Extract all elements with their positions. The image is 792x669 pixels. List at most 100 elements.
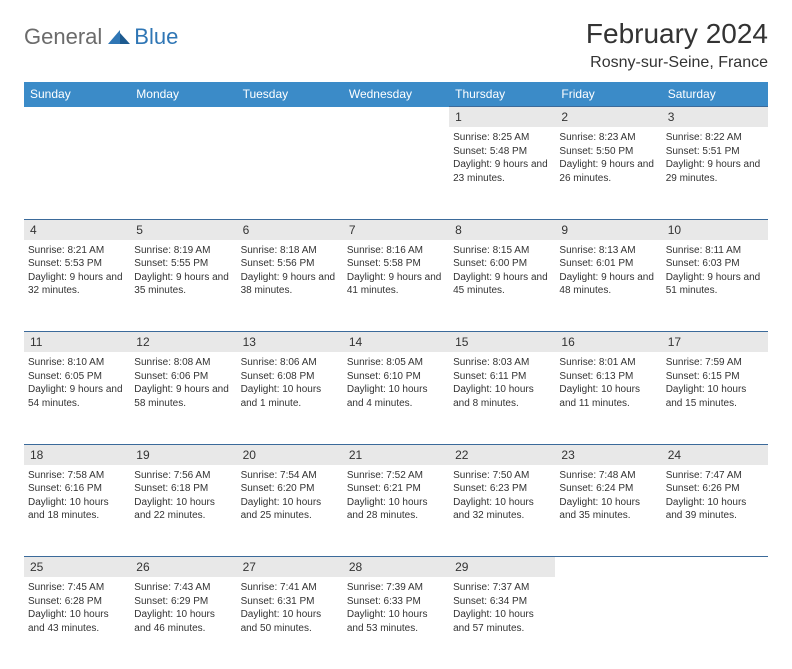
calendar-day-cell: Sunrise: 7:54 AMSunset: 6:20 PMDaylight:… bbox=[237, 465, 343, 557]
sunrise-line: Sunrise: 7:43 AM bbox=[134, 581, 232, 595]
daylight-line: Daylight: 10 hours and 32 minutes. bbox=[453, 496, 551, 523]
daylight-line: Daylight: 10 hours and 43 minutes. bbox=[28, 608, 126, 635]
logo-text-general: General bbox=[24, 24, 102, 50]
sunrise-line: Sunrise: 7:59 AM bbox=[666, 356, 764, 370]
daylight-line: Daylight: 9 hours and 29 minutes. bbox=[666, 158, 764, 185]
day-detail-text: Sunrise: 7:39 AMSunset: 6:33 PMDaylight:… bbox=[347, 581, 445, 635]
day-number-cell: 11 bbox=[24, 332, 130, 353]
day-detail-text: Sunrise: 8:01 AMSunset: 6:13 PMDaylight:… bbox=[559, 356, 657, 410]
day-name-header: Tuesday bbox=[237, 82, 343, 107]
sunrise-line: Sunrise: 7:45 AM bbox=[28, 581, 126, 595]
daylight-line: Daylight: 9 hours and 38 minutes. bbox=[241, 271, 339, 298]
day-number-cell bbox=[555, 557, 661, 578]
day-number-cell: 4 bbox=[24, 219, 130, 240]
sunrise-line: Sunrise: 7:54 AM bbox=[241, 469, 339, 483]
day-name-header: Wednesday bbox=[343, 82, 449, 107]
sunrise-line: Sunrise: 7:48 AM bbox=[559, 469, 657, 483]
day-number-cell: 20 bbox=[237, 444, 343, 465]
daylight-line: Daylight: 10 hours and 39 minutes. bbox=[666, 496, 764, 523]
day-detail-text: Sunrise: 8:25 AMSunset: 5:48 PMDaylight:… bbox=[453, 131, 551, 185]
calendar-day-cell bbox=[130, 127, 236, 219]
calendar-day-cell: Sunrise: 8:05 AMSunset: 6:10 PMDaylight:… bbox=[343, 352, 449, 444]
day-detail-text: Sunrise: 8:10 AMSunset: 6:05 PMDaylight:… bbox=[28, 356, 126, 410]
calendar-day-cell: Sunrise: 8:21 AMSunset: 5:53 PMDaylight:… bbox=[24, 240, 130, 332]
day-number-row: 18192021222324 bbox=[24, 444, 768, 465]
day-number-cell: 13 bbox=[237, 332, 343, 353]
sunrise-line: Sunrise: 8:15 AM bbox=[453, 244, 551, 258]
daylight-line: Daylight: 9 hours and 32 minutes. bbox=[28, 271, 126, 298]
logo-text-blue: Blue bbox=[134, 24, 178, 50]
day-detail-text: Sunrise: 8:16 AMSunset: 5:58 PMDaylight:… bbox=[347, 244, 445, 298]
calendar-week-row: Sunrise: 7:45 AMSunset: 6:28 PMDaylight:… bbox=[24, 577, 768, 669]
calendar-day-cell: Sunrise: 7:37 AMSunset: 6:34 PMDaylight:… bbox=[449, 577, 555, 669]
day-name-header: Friday bbox=[555, 82, 661, 107]
daylight-line: Daylight: 10 hours and 11 minutes. bbox=[559, 383, 657, 410]
day-detail-text: Sunrise: 7:59 AMSunset: 6:15 PMDaylight:… bbox=[666, 356, 764, 410]
day-detail-text: Sunrise: 7:41 AMSunset: 6:31 PMDaylight:… bbox=[241, 581, 339, 635]
sunrise-line: Sunrise: 8:01 AM bbox=[559, 356, 657, 370]
calendar-day-cell: Sunrise: 7:43 AMSunset: 6:29 PMDaylight:… bbox=[130, 577, 236, 669]
day-name-header: Saturday bbox=[662, 82, 768, 107]
day-number-cell: 25 bbox=[24, 557, 130, 578]
sunset-line: Sunset: 6:08 PM bbox=[241, 370, 339, 384]
day-number-cell: 27 bbox=[237, 557, 343, 578]
day-number-cell bbox=[237, 107, 343, 128]
day-detail-text: Sunrise: 8:22 AMSunset: 5:51 PMDaylight:… bbox=[666, 131, 764, 185]
calendar-day-cell: Sunrise: 7:48 AMSunset: 6:24 PMDaylight:… bbox=[555, 465, 661, 557]
calendar-day-cell bbox=[555, 577, 661, 669]
day-detail-text: Sunrise: 7:52 AMSunset: 6:21 PMDaylight:… bbox=[347, 469, 445, 523]
sunset-line: Sunset: 6:00 PM bbox=[453, 257, 551, 271]
daylight-line: Daylight: 10 hours and 28 minutes. bbox=[347, 496, 445, 523]
calendar-week-row: Sunrise: 8:25 AMSunset: 5:48 PMDaylight:… bbox=[24, 127, 768, 219]
daylight-line: Daylight: 9 hours and 23 minutes. bbox=[453, 158, 551, 185]
calendar-day-cell: Sunrise: 8:18 AMSunset: 5:56 PMDaylight:… bbox=[237, 240, 343, 332]
calendar-day-cell: Sunrise: 8:06 AMSunset: 6:08 PMDaylight:… bbox=[237, 352, 343, 444]
page-header: General Blue February 2024 Rosny-sur-Sei… bbox=[24, 18, 768, 72]
day-detail-text: Sunrise: 8:08 AMSunset: 6:06 PMDaylight:… bbox=[134, 356, 232, 410]
day-number-cell: 3 bbox=[662, 107, 768, 128]
calendar-day-cell: Sunrise: 8:23 AMSunset: 5:50 PMDaylight:… bbox=[555, 127, 661, 219]
day-detail-text: Sunrise: 8:15 AMSunset: 6:00 PMDaylight:… bbox=[453, 244, 551, 298]
daylight-line: Daylight: 10 hours and 53 minutes. bbox=[347, 608, 445, 635]
sunset-line: Sunset: 5:50 PM bbox=[559, 145, 657, 159]
day-number-cell: 16 bbox=[555, 332, 661, 353]
sunrise-line: Sunrise: 8:05 AM bbox=[347, 356, 445, 370]
sunrise-line: Sunrise: 8:18 AM bbox=[241, 244, 339, 258]
day-number-cell: 17 bbox=[662, 332, 768, 353]
calendar-day-cell bbox=[24, 127, 130, 219]
sunrise-line: Sunrise: 8:22 AM bbox=[666, 131, 764, 145]
day-number-cell: 24 bbox=[662, 444, 768, 465]
sunrise-line: Sunrise: 7:47 AM bbox=[666, 469, 764, 483]
calendar-day-cell: Sunrise: 7:52 AMSunset: 6:21 PMDaylight:… bbox=[343, 465, 449, 557]
sunset-line: Sunset: 6:34 PM bbox=[453, 595, 551, 609]
calendar-day-cell: Sunrise: 8:01 AMSunset: 6:13 PMDaylight:… bbox=[555, 352, 661, 444]
sunset-line: Sunset: 5:48 PM bbox=[453, 145, 551, 159]
sunset-line: Sunset: 6:20 PM bbox=[241, 482, 339, 496]
sunset-line: Sunset: 6:06 PM bbox=[134, 370, 232, 384]
day-detail-text: Sunrise: 7:54 AMSunset: 6:20 PMDaylight:… bbox=[241, 469, 339, 523]
calendar-header-row: SundayMondayTuesdayWednesdayThursdayFrid… bbox=[24, 82, 768, 107]
daylight-line: Daylight: 9 hours and 51 minutes. bbox=[666, 271, 764, 298]
day-number-cell: 19 bbox=[130, 444, 236, 465]
day-number-cell: 2 bbox=[555, 107, 661, 128]
sunset-line: Sunset: 6:18 PM bbox=[134, 482, 232, 496]
day-detail-text: Sunrise: 8:21 AMSunset: 5:53 PMDaylight:… bbox=[28, 244, 126, 298]
sunset-line: Sunset: 6:21 PM bbox=[347, 482, 445, 496]
day-number-cell bbox=[662, 557, 768, 578]
daylight-line: Daylight: 10 hours and 8 minutes. bbox=[453, 383, 551, 410]
day-detail-text: Sunrise: 7:48 AMSunset: 6:24 PMDaylight:… bbox=[559, 469, 657, 523]
calendar-day-cell: Sunrise: 7:47 AMSunset: 6:26 PMDaylight:… bbox=[662, 465, 768, 557]
calendar-day-cell: Sunrise: 7:50 AMSunset: 6:23 PMDaylight:… bbox=[449, 465, 555, 557]
month-title: February 2024 bbox=[586, 18, 768, 50]
day-number-cell: 26 bbox=[130, 557, 236, 578]
sunset-line: Sunset: 5:56 PM bbox=[241, 257, 339, 271]
day-detail-text: Sunrise: 8:18 AMSunset: 5:56 PMDaylight:… bbox=[241, 244, 339, 298]
sunrise-line: Sunrise: 7:56 AM bbox=[134, 469, 232, 483]
sunrise-line: Sunrise: 7:52 AM bbox=[347, 469, 445, 483]
logo-icon bbox=[106, 26, 132, 48]
calendar-day-cell: Sunrise: 8:10 AMSunset: 6:05 PMDaylight:… bbox=[24, 352, 130, 444]
day-number-cell: 1 bbox=[449, 107, 555, 128]
sunrise-line: Sunrise: 8:19 AM bbox=[134, 244, 232, 258]
day-detail-text: Sunrise: 7:43 AMSunset: 6:29 PMDaylight:… bbox=[134, 581, 232, 635]
sunset-line: Sunset: 6:24 PM bbox=[559, 482, 657, 496]
